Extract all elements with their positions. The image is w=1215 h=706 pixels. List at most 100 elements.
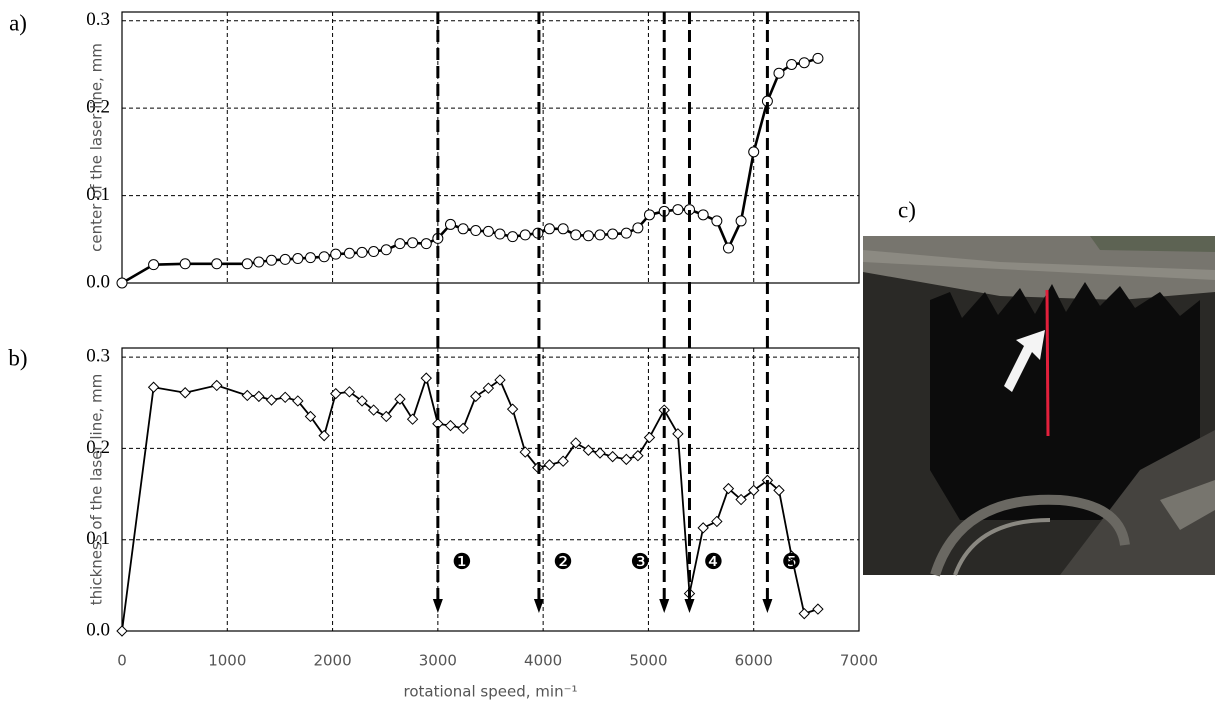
y-tick-label: 0.3 xyxy=(86,9,110,30)
marker xyxy=(318,429,330,442)
marker xyxy=(356,246,368,258)
y-tick-label: 0.0 xyxy=(86,619,110,640)
marker xyxy=(211,379,223,392)
marker xyxy=(394,238,406,250)
marker xyxy=(582,444,595,456)
marker xyxy=(470,390,482,403)
marker xyxy=(211,258,223,270)
arrow-head xyxy=(533,599,544,613)
annotation-label: ❶ xyxy=(452,550,472,575)
y-tick-label: 0.1 xyxy=(86,528,110,549)
marker xyxy=(711,215,723,227)
annotation-label: ❹ xyxy=(704,550,724,575)
photo xyxy=(863,236,1215,577)
marker xyxy=(748,146,760,158)
x-tick-label: 1000 xyxy=(208,652,246,670)
marker xyxy=(748,484,760,497)
marker xyxy=(722,242,734,254)
arrow-head xyxy=(432,599,443,613)
y-axis-label: thickness of the laser line, mm xyxy=(88,374,106,605)
marker xyxy=(482,382,495,394)
marker xyxy=(279,391,291,404)
marker xyxy=(406,413,419,425)
marker xyxy=(179,258,191,270)
plot-area xyxy=(122,12,859,283)
marker xyxy=(116,625,128,637)
marker xyxy=(557,455,569,467)
plot-border xyxy=(121,347,860,632)
y-tick-label: 0.2 xyxy=(86,437,110,458)
marker xyxy=(279,253,291,265)
marker xyxy=(367,404,380,416)
marker xyxy=(266,254,278,266)
marker xyxy=(543,223,555,235)
marker xyxy=(179,387,191,399)
marker xyxy=(697,209,709,221)
y-tick-label: 0.3 xyxy=(86,345,110,366)
marker xyxy=(786,58,798,70)
marker xyxy=(253,390,265,403)
arrow-head xyxy=(762,599,773,613)
marker xyxy=(241,258,253,270)
marker xyxy=(632,222,644,234)
annotation-label: ❷ xyxy=(553,550,573,575)
marker xyxy=(457,223,469,235)
marker xyxy=(632,450,644,462)
marker xyxy=(356,395,368,407)
marker xyxy=(582,230,594,242)
marker xyxy=(519,229,531,241)
y-tick-label: 0.0 xyxy=(86,271,110,292)
marker xyxy=(148,259,160,271)
panel-label: c) xyxy=(898,197,916,222)
x-tick-label: 0 xyxy=(117,652,127,670)
marker xyxy=(798,57,810,69)
marker xyxy=(643,209,655,221)
marker xyxy=(292,253,304,265)
marker xyxy=(812,52,824,64)
marker xyxy=(606,450,619,463)
marker xyxy=(420,238,432,250)
panel-label: a) xyxy=(9,10,27,35)
y-tick-label: 0.1 xyxy=(86,184,110,205)
marker xyxy=(292,395,304,407)
marker xyxy=(620,227,632,239)
y-tick-label: 0.2 xyxy=(86,97,110,118)
x-tick-label: 7000 xyxy=(840,652,878,670)
marker xyxy=(735,493,747,506)
marker xyxy=(470,225,482,237)
annotation-label: ❺ xyxy=(782,550,802,575)
x-tick-label: 4000 xyxy=(524,652,562,670)
marker xyxy=(519,446,531,458)
marker xyxy=(494,374,506,386)
y-axis-label: center of the laser line, mm xyxy=(88,43,106,252)
marker xyxy=(735,215,747,227)
plot-border xyxy=(121,11,860,284)
marker xyxy=(506,403,519,415)
marker xyxy=(407,237,419,249)
x-tick-label: 2000 xyxy=(313,652,351,670)
arrow-head xyxy=(684,599,695,613)
marker xyxy=(241,389,253,402)
marker xyxy=(253,256,265,268)
marker xyxy=(368,246,380,258)
marker xyxy=(343,386,356,398)
marker xyxy=(444,419,457,432)
marker xyxy=(507,231,519,243)
marker xyxy=(304,410,317,423)
marker xyxy=(594,229,606,241)
marker xyxy=(343,247,355,259)
marker xyxy=(722,482,735,495)
marker xyxy=(116,277,128,289)
marker xyxy=(380,244,392,256)
marker xyxy=(570,229,582,241)
marker xyxy=(543,459,556,471)
marker xyxy=(570,437,582,449)
marker xyxy=(457,422,469,435)
annotation-label: ❸ xyxy=(630,550,650,575)
marker xyxy=(444,218,456,230)
marker xyxy=(494,228,506,240)
x-tick-label: 6000 xyxy=(735,652,773,670)
x-tick-label: 3000 xyxy=(419,652,457,670)
marker xyxy=(773,484,785,497)
